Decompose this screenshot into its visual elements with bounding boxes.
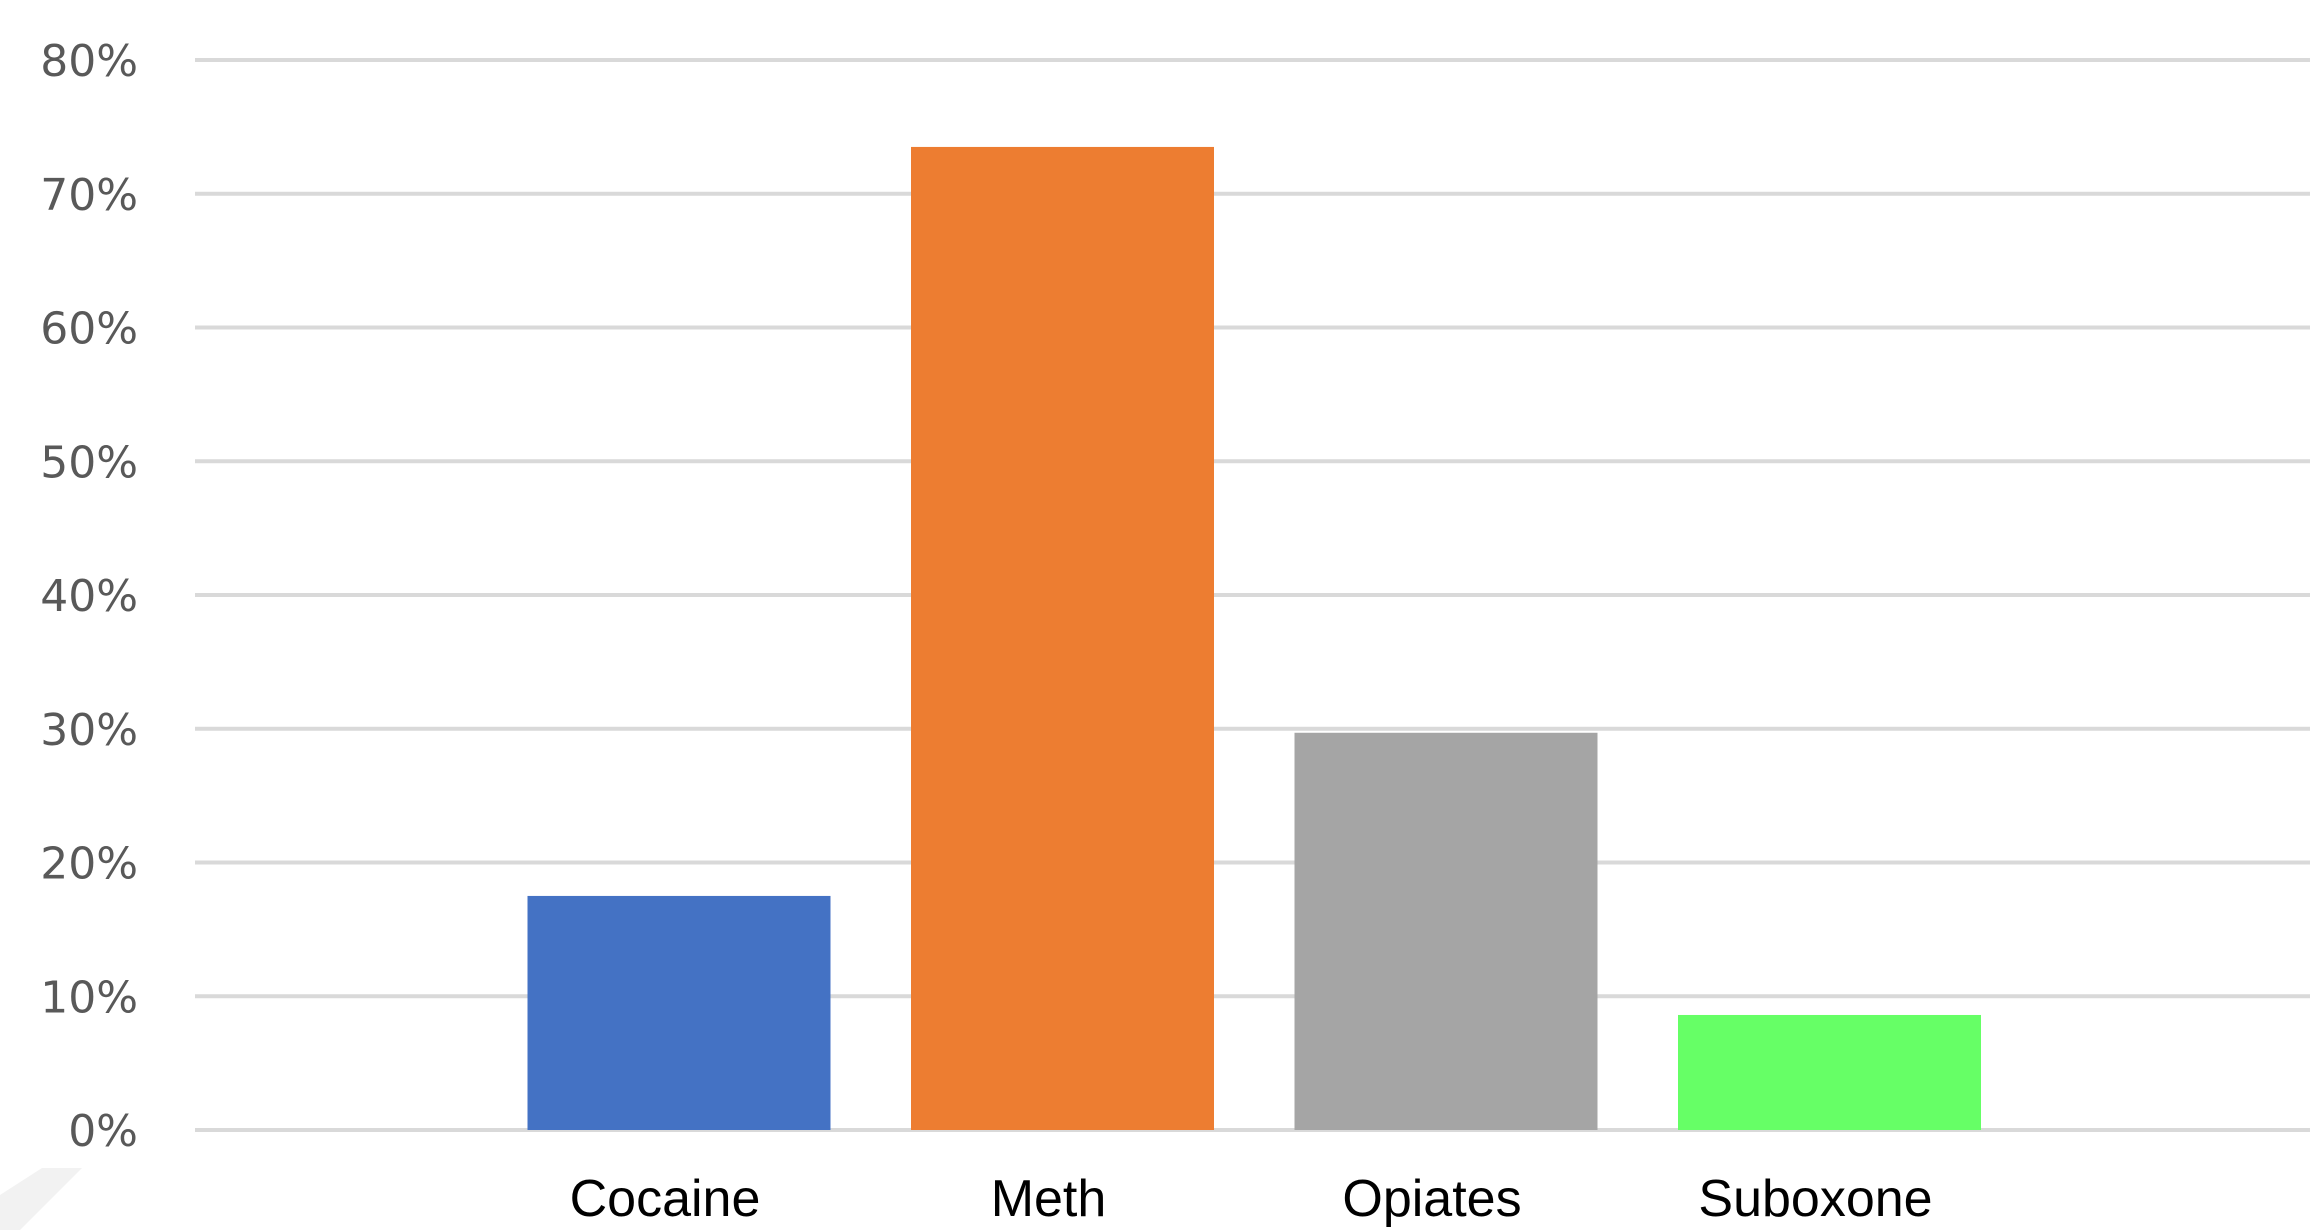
y-tick-label: 50% [40, 437, 138, 488]
gridlines [195, 58, 2310, 1132]
bar-opiates [1294, 732, 1598, 1130]
x-tick-label-cocaine: Cocaine [570, 1170, 761, 1228]
y-tick-label: 40% [40, 571, 138, 622]
bars [527, 146, 1981, 1130]
bar-suboxone [1678, 1014, 1981, 1130]
x-tick-label-opiates: Opiates [1342, 1170, 1521, 1228]
y-tick-label: 0% [68, 1106, 138, 1157]
bar-meth [911, 146, 1214, 1130]
y-tick-label: 70% [40, 170, 138, 221]
y-tick-label: 80% [40, 36, 138, 87]
y-axis-tick-labels: 0% 10% 20% 30% 40% 50% 60% 70% 80% [40, 36, 138, 1157]
corner-decoration [0, 1168, 82, 1230]
x-tick-label-meth: Meth [991, 1170, 1107, 1228]
bar-cocaine [527, 895, 831, 1130]
y-tick-label: 20% [40, 839, 138, 890]
x-axis-tick-labels: Cocaine Meth Opiates Suboxone [570, 1170, 1933, 1228]
y-tick-label: 60% [40, 304, 138, 355]
y-tick-label: 10% [40, 972, 138, 1023]
y-tick-label: 30% [40, 705, 138, 756]
x-tick-label-suboxone: Suboxone [1698, 1170, 1932, 1228]
